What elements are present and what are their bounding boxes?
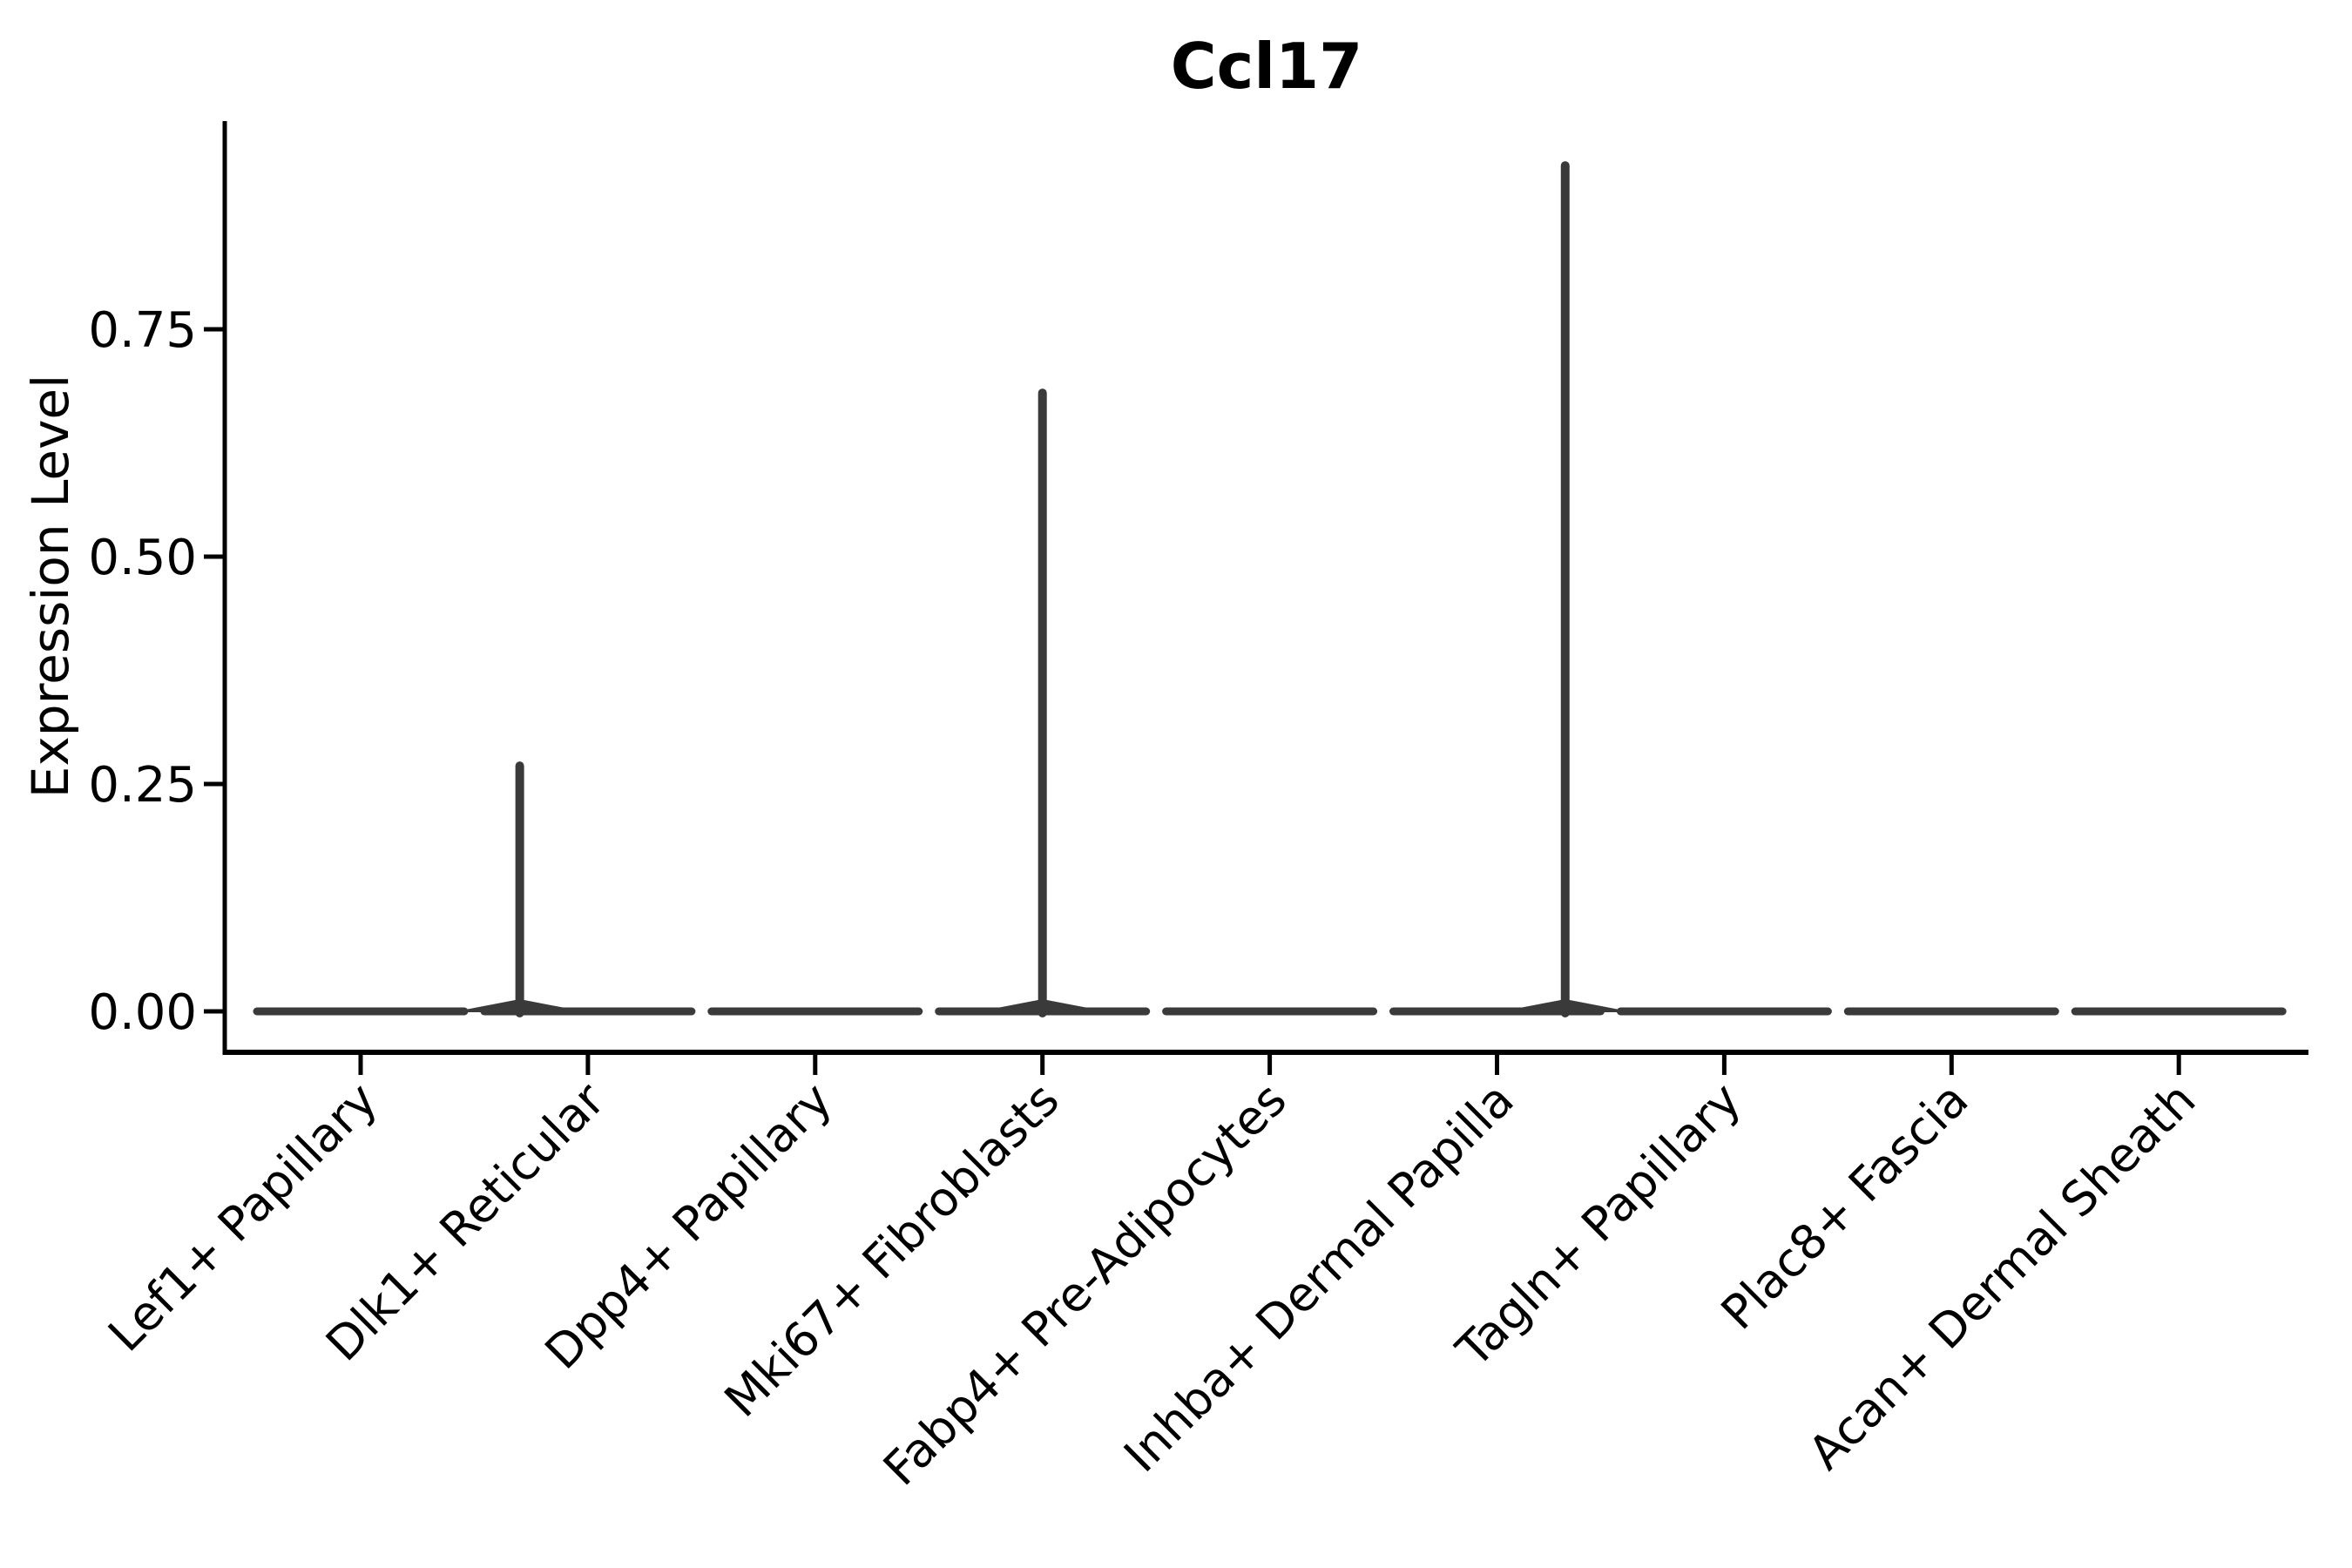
y-tick-label: 0.75	[88, 302, 197, 359]
y-tick-label: 0.25	[88, 757, 197, 814]
x-tick-label: Acan+ Dermal Sheath	[1798, 1072, 2206, 1480]
chart-title: Ccl17	[1170, 30, 1363, 103]
x-tick-label: Inhba+ Dermal Papilla	[1113, 1072, 1524, 1483]
x-tick-label: Fabp4+ Pre-Adipocytes	[873, 1072, 1297, 1497]
y-tick-label: 0.50	[88, 530, 197, 586]
y-tick-label: 0.00	[88, 984, 197, 1041]
